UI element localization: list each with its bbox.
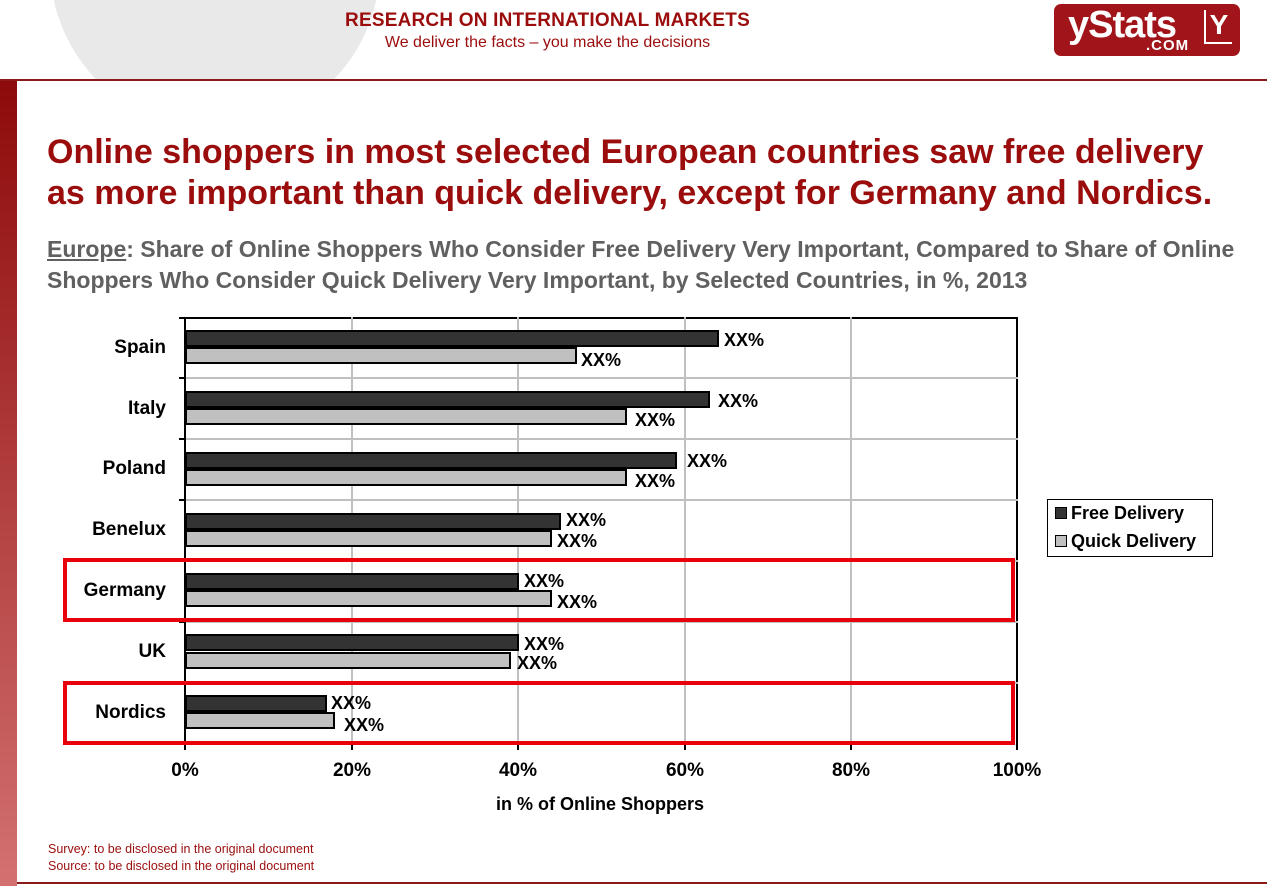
legend-label: Free Delivery <box>1071 503 1185 523</box>
bar-nordics-quick <box>185 712 335 729</box>
hgrid <box>185 499 1018 501</box>
x-axis-title: in % of Online Shoppers <box>495 794 704 814</box>
headline-line-2: as more important than quick delivery, e… <box>47 174 1213 212</box>
source-note: Source: to be disclosed in the original … <box>48 859 315 873</box>
x-tick <box>184 744 186 750</box>
header-title: RESEARCH ON INTERNATIONAL MARKETS <box>345 10 750 31</box>
value-label: XX% <box>581 350 622 370</box>
x-tick-label: 60% <box>665 760 705 781</box>
x-tick <box>684 744 686 750</box>
x-tick-label: 100% <box>992 760 1042 781</box>
legend-item-free: Free Delivery <box>1055 503 1184 524</box>
subtitle-region: Europe <box>47 236 127 262</box>
gridline-80 <box>850 317 852 744</box>
bar-benelux-quick <box>185 530 552 547</box>
bar-poland-free <box>185 452 677 469</box>
bar-nordics-free <box>185 695 327 712</box>
value-label: XX% <box>331 693 372 713</box>
y-tick <box>179 317 185 319</box>
y-tick <box>179 377 185 379</box>
category-label-spain: Spain <box>114 337 166 358</box>
hgrid <box>185 621 1018 623</box>
category-label-germany: Germany <box>83 580 166 601</box>
bar-uk-free <box>185 634 519 651</box>
category-label-benelux: Benelux <box>92 519 166 540</box>
y-tick <box>179 499 185 501</box>
y-tick <box>179 621 185 623</box>
bar-benelux-free <box>185 513 561 530</box>
value-label: XX% <box>557 531 598 551</box>
bar-germany-quick <box>185 590 552 607</box>
value-label: XX% <box>724 330 765 350</box>
header-divider <box>0 79 1267 81</box>
ystats-logo[interactable]: yStats .COM Y <box>1054 4 1240 56</box>
globe-watermark <box>30 0 390 80</box>
x-tick-label: 80% <box>831 760 871 781</box>
category-label-nordics: Nordics <box>95 702 166 723</box>
x-tick-label: 0% <box>171 760 199 781</box>
left-accent-bar <box>0 81 17 886</box>
x-tick <box>351 744 353 750</box>
value-label: XX% <box>524 634 565 654</box>
logo-mark-icon: Y <box>1204 10 1232 44</box>
bar-italy-quick <box>185 408 627 425</box>
gridline-60 <box>684 317 686 744</box>
highlight-germany <box>63 558 1015 622</box>
category-label-uk: UK <box>138 641 166 662</box>
logo-com: .COM <box>1146 37 1190 54</box>
chart-subtitle: Europe: Share of Online Shoppers Who Con… <box>47 234 1257 296</box>
logo-text: yStats <box>1068 4 1177 46</box>
value-label: XX% <box>687 451 728 471</box>
footer-divider <box>17 882 1267 884</box>
legend-label: Quick Delivery <box>1071 531 1197 551</box>
plot-area <box>185 317 1018 744</box>
value-label: XX% <box>635 471 676 491</box>
x-tick-label: 20% <box>332 760 372 781</box>
category-label-italy: Italy <box>127 398 166 419</box>
y-tick <box>179 438 185 440</box>
value-label: XX% <box>566 510 607 530</box>
category-label-poland: Poland <box>102 458 166 479</box>
hgrid <box>185 377 1018 379</box>
header-tagline: We deliver the facts – you make the deci… <box>384 34 711 51</box>
legend-swatch-icon <box>1055 507 1067 519</box>
highlight-nordics <box>63 681 1015 745</box>
bar-poland-quick <box>185 469 627 486</box>
bar-italy-free <box>185 391 710 408</box>
value-label: XX% <box>344 715 385 735</box>
page-headline: Online shoppers in most selected Europea… <box>47 132 1267 214</box>
chart-legend: Free Delivery Quick Delivery <box>1047 499 1213 557</box>
bar-germany-free <box>185 573 519 590</box>
x-tick-label: 40% <box>498 760 538 781</box>
bar-spain-free <box>185 330 719 347</box>
legend-item-quick: Quick Delivery <box>1055 531 1196 552</box>
bar-uk-quick <box>185 652 511 669</box>
survey-note: Survey: to be disclosed in the original … <box>48 842 314 856</box>
x-tick <box>1016 744 1018 750</box>
value-label: XX% <box>524 571 565 591</box>
value-label: XX% <box>635 410 676 430</box>
x-tick <box>850 744 852 750</box>
legend-swatch-icon <box>1055 535 1067 547</box>
hgrid <box>185 438 1018 440</box>
value-label: XX% <box>718 391 759 411</box>
headline-line-1: Online shoppers in most selected Europea… <box>47 133 1204 171</box>
value-label: XX% <box>517 653 558 673</box>
bar-spain-quick <box>185 347 577 364</box>
subtitle-text: : Share of Online Shoppers Who Consider … <box>47 236 1235 293</box>
x-tick <box>517 744 519 750</box>
value-label: XX% <box>557 592 598 612</box>
